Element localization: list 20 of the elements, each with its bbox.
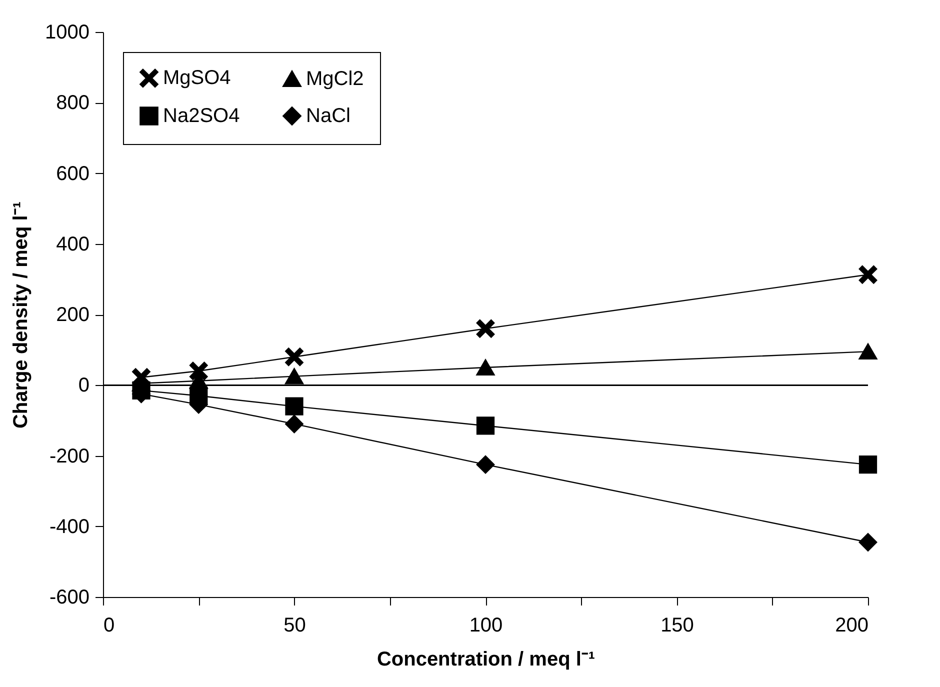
legend-label: MgSO4 bbox=[163, 67, 231, 90]
y-tick-label: 200 bbox=[56, 304, 90, 326]
y-tick-label: -200 bbox=[49, 445, 90, 468]
y-tick-label: 800 bbox=[56, 92, 90, 114]
legend-label: Na2SO4 bbox=[163, 105, 240, 127]
y-tick-label: -600 bbox=[49, 586, 90, 608]
y-axis-title: Charge density / meq l⁻¹ bbox=[10, 201, 32, 429]
x-tick-label: 100 bbox=[469, 614, 503, 636]
y-tick-label: -400 bbox=[49, 516, 90, 538]
y-tick-label: 1000 bbox=[45, 22, 90, 44]
legend-label: MgCl2 bbox=[306, 68, 364, 90]
x-tick-label: 150 bbox=[660, 614, 694, 636]
legend-label: NaCl bbox=[306, 105, 350, 127]
x-tick-label: 50 bbox=[284, 614, 306, 636]
y-tick-label: 400 bbox=[56, 233, 90, 256]
y-tick-label: 600 bbox=[56, 162, 90, 185]
x-tick-label: 0 bbox=[104, 614, 115, 636]
y-tick-label: 0 bbox=[78, 374, 90, 397]
x-axis-title: Concentration / meq l⁻¹ bbox=[376, 648, 596, 670]
x-tick-label: 200 bbox=[835, 614, 868, 636]
